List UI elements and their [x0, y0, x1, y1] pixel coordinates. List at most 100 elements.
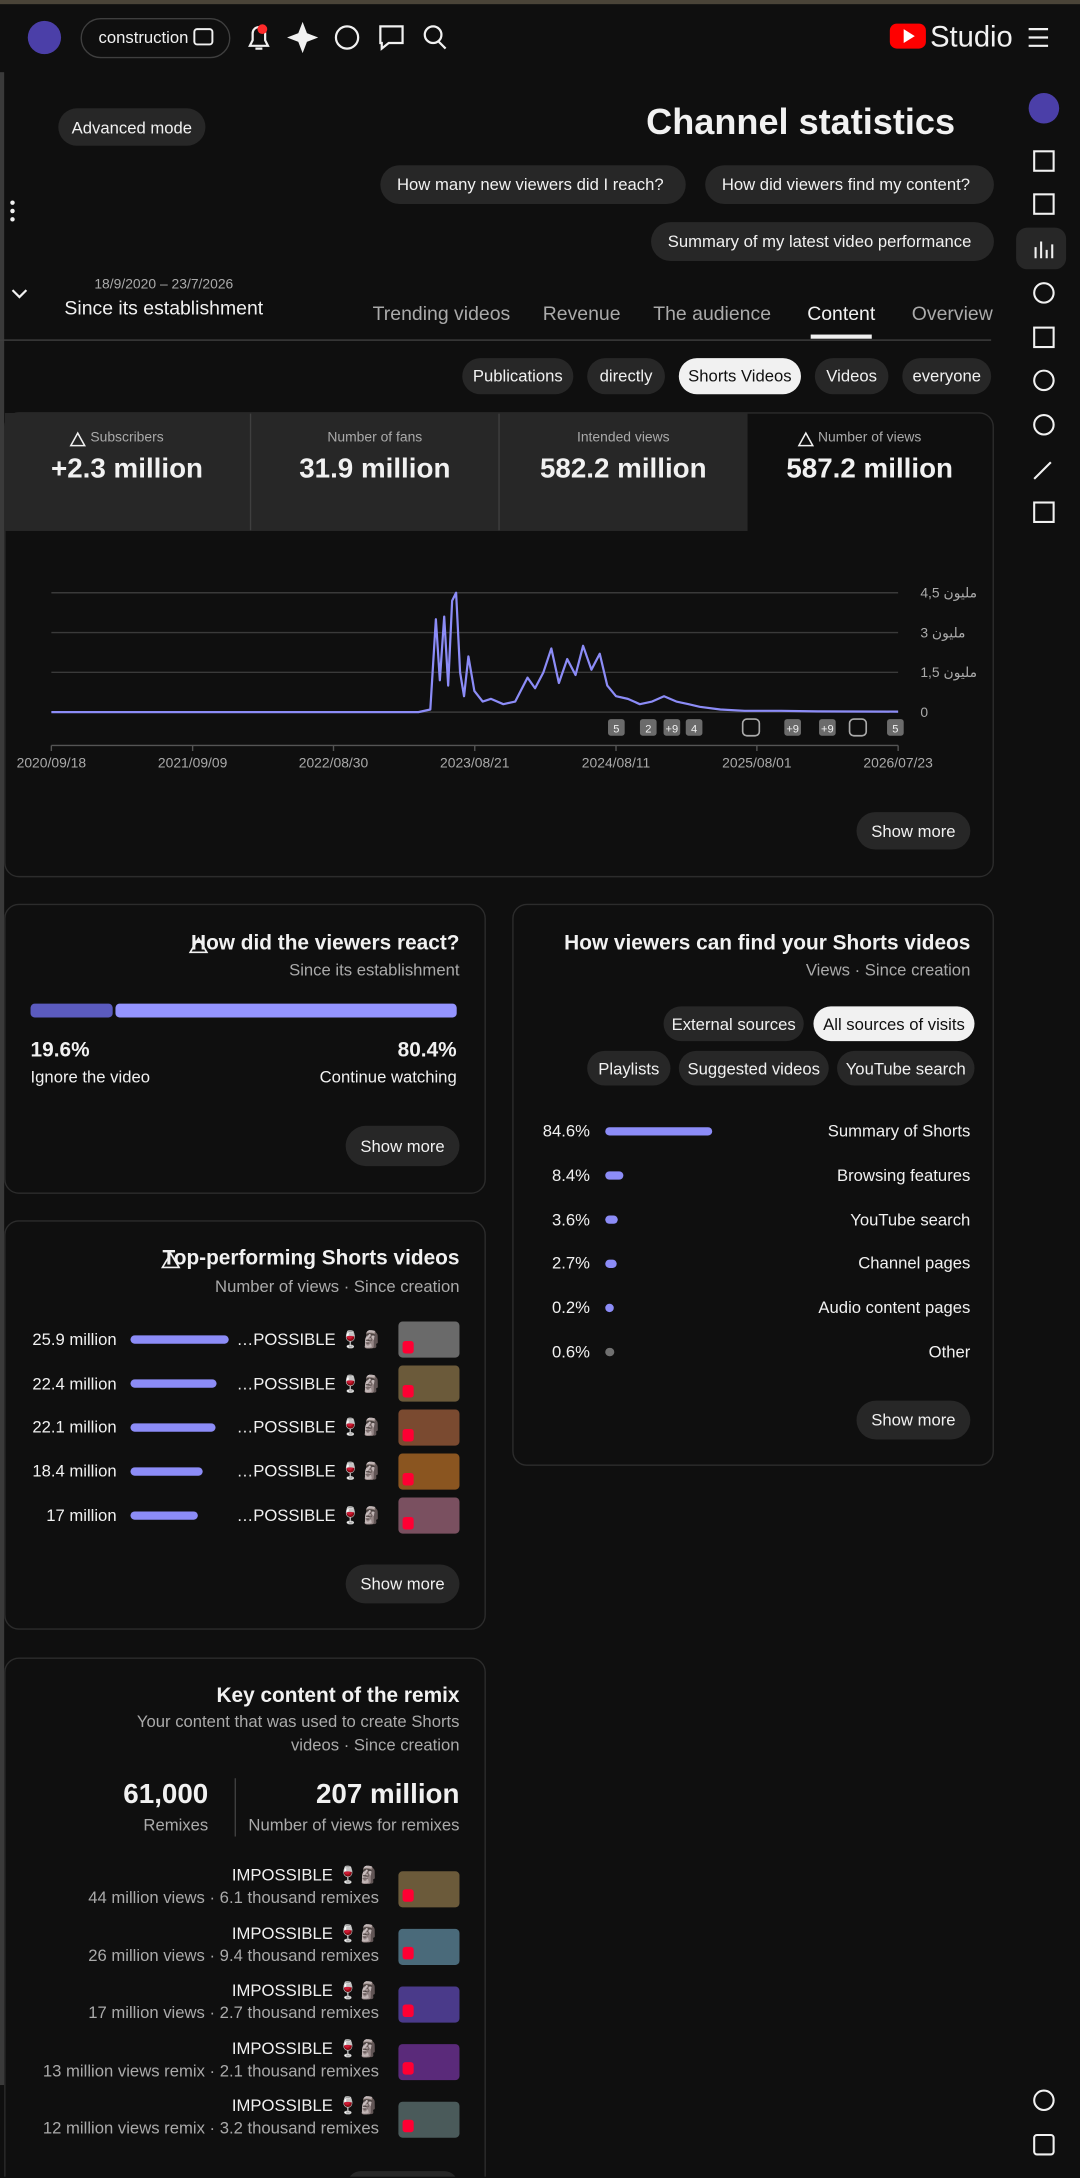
earn-icon[interactable]: [1033, 414, 1055, 436]
tab-indicator: [810, 334, 872, 339]
remix-divider: [234, 1778, 236, 1837]
annotation-box: [663, 719, 681, 736]
filter-chip[interactable]: directly: [587, 358, 665, 395]
period-chevron[interactable]: [11, 289, 28, 299]
shorts-badge: [402, 1428, 414, 1442]
traffic-card: [512, 903, 994, 1466]
annotation-box: [639, 719, 657, 736]
filter-chip[interactable]: Publications: [462, 358, 574, 395]
remix-button-partial[interactable]: [347, 2171, 458, 2177]
source-percent: 0.2%: [551, 1297, 590, 1318]
short-title: …POSSIBLE 🍷🗿: [236, 1417, 382, 1438]
remix-title: IMPOSSIBLE 🍷🗿: [231, 1865, 379, 1885]
community-icon[interactable]: [1033, 282, 1055, 304]
menu-icon[interactable]: [1028, 28, 1049, 47]
settings-icon[interactable]: [1033, 2089, 1055, 2112]
reaction-label: Ignore the video: [30, 1067, 151, 1087]
x-tick-label: 2025/08/01: [722, 755, 792, 771]
remix-title: IMPOSSIBLE 🍷🗿: [231, 1980, 379, 2001]
tab[interactable]: Content: [807, 302, 876, 325]
show-more-button[interactable]: Show more: [345, 1564, 460, 1604]
metric-label: Number of fans: [327, 430, 423, 446]
metric-label: Intended views: [576, 430, 670, 446]
source-chip[interactable]: YouTube search: [837, 1050, 975, 1086]
card-subtitle: Your content that was used to create Sho…: [136, 1711, 460, 1755]
reaction-segment: [30, 1003, 113, 1018]
metric-value: 31.9 million: [299, 453, 451, 485]
warning-icon: [797, 431, 815, 447]
show-more-button[interactable]: Show more: [856, 1400, 971, 1440]
prompt-chip[interactable]: How many new viewers did I reach?: [380, 165, 686, 205]
subtitles-icon[interactable]: [1033, 326, 1055, 349]
advanced-mode-button[interactable]: Advanced mode: [58, 108, 206, 146]
source-chip[interactable]: Playlists: [587, 1050, 671, 1086]
remix-stat-label: Remixes: [143, 1815, 209, 1835]
source-name: Channel pages: [858, 1253, 971, 1274]
filter-chip[interactable]: Shorts Videos: [678, 358, 801, 395]
send-feedback-icon[interactable]: [1033, 2133, 1055, 2156]
source-chip[interactable]: All sources of visits: [813, 1006, 975, 1042]
channel-avatar[interactable]: [1028, 93, 1060, 124]
source-percent: 8.4%: [551, 1165, 590, 1185]
card-subtitle: Views · Since creation: [805, 960, 971, 980]
search-icon[interactable]: [423, 25, 443, 45]
metric-value: 582.2 million: [539, 453, 707, 485]
feedback-icon[interactable]: [379, 25, 404, 51]
shorts-badge: [402, 1946, 414, 1960]
source-chip[interactable]: External sources: [663, 1006, 804, 1042]
tab[interactable]: Trending videos: [372, 302, 511, 325]
reaction-segment: [115, 1003, 457, 1018]
tab[interactable]: Revenue: [542, 302, 621, 325]
remix-meta: 44 million views · 6.1 thousand remixes: [88, 1887, 379, 1908]
top-shorts-card: [4, 1220, 486, 1630]
source-percent: 3.6%: [551, 1209, 590, 1230]
page-title: Channel statistics: [646, 100, 956, 143]
warning-icon: [160, 1251, 181, 1269]
shorts-badge: [402, 1516, 414, 1530]
analytics-icon[interactable]: [1034, 241, 1054, 259]
content-icon[interactable]: [1033, 193, 1055, 215]
play-glyph: [903, 29, 915, 44]
remix-meta: 26 million views · 9.4 thousand remixes: [88, 1945, 379, 1965]
show-more-button[interactable]: Show more: [345, 1125, 460, 1167]
source-name: Audio content pages: [818, 1297, 971, 1318]
filter-chip[interactable]: everyone: [902, 358, 992, 395]
create-icon[interactable]: [193, 28, 214, 46]
source-percent: 84.6%: [542, 1121, 590, 1141]
prompt-chip[interactable]: Summary of my latest video performance: [651, 222, 994, 261]
help-icon[interactable]: [334, 25, 360, 50]
filter-chip[interactable]: Videos: [814, 358, 889, 395]
show-more-button[interactable]: Show more: [856, 812, 971, 850]
more-dots[interactable]: [10, 200, 15, 222]
copyright-icon[interactable]: [1033, 369, 1055, 392]
annotation-label: +9: [821, 723, 834, 735]
short-title: …POSSIBLE 🍷🗿: [236, 1373, 382, 1394]
tab[interactable]: Overview: [911, 302, 993, 325]
prompt-chip[interactable]: How did viewers find my content?: [705, 165, 994, 205]
reaction-value: 19.6%: [30, 1038, 90, 1062]
annotation-label: 5: [613, 723, 619, 735]
shorts-badge: [402, 1472, 414, 1486]
audio-icon[interactable]: [1033, 501, 1055, 523]
period-label: Since its establishment: [64, 296, 264, 319]
source-chip[interactable]: Suggested videos: [678, 1050, 829, 1086]
chart-icon-markers: [741, 718, 868, 737]
customize-icon[interactable]: [1033, 461, 1052, 480]
remix-meta: 17 million views · 2.7 thousand remixes: [88, 2002, 379, 2023]
annotation-label: +9: [666, 723, 679, 735]
avatar[interactable]: [27, 20, 62, 55]
channel-chip[interactable]: [80, 18, 231, 59]
sparkle-icon[interactable]: [287, 21, 319, 54]
remix-thumbnail: [398, 2044, 460, 2081]
y-tick-label: 1,5 مليون: [920, 664, 977, 681]
metric-dividers: [249, 413, 500, 531]
short-views: 22.1 million: [32, 1417, 117, 1438]
short-views: 18.4 million: [32, 1461, 117, 1482]
remix-meta: 13 million views remix · 2.1 thousand re…: [42, 2060, 379, 2080]
x-tick-label: 2023/08/21: [440, 755, 510, 771]
shorts-badge: [402, 1889, 414, 1902]
dashboard-icon[interactable]: [1033, 150, 1055, 172]
short-title: …POSSIBLE 🍷🗿: [236, 1505, 382, 1526]
tab[interactable]: The audience: [653, 302, 772, 325]
